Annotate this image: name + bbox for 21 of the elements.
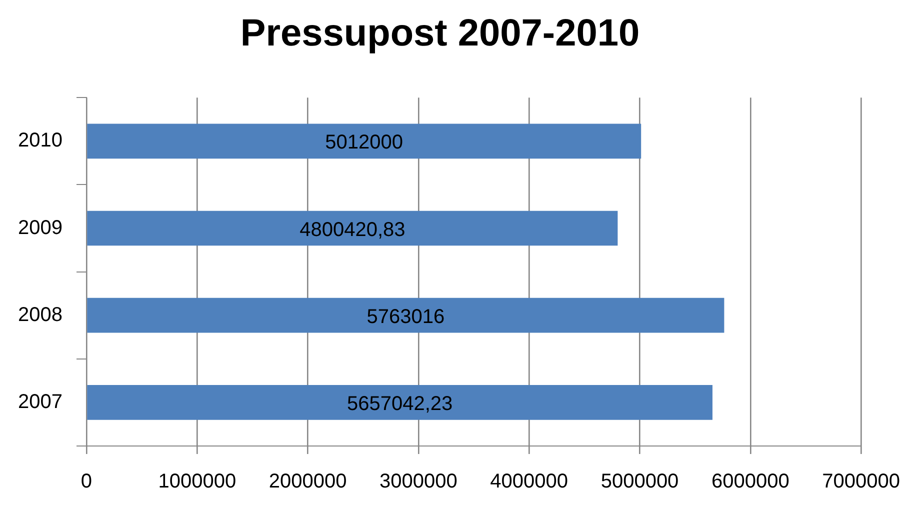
- bar: [87, 124, 642, 159]
- data-label: 5012000: [325, 132, 404, 154]
- data-label: 4800420,83: [300, 218, 406, 241]
- y-tick-label: 2007: [18, 390, 62, 413]
- x-tick-label: 1000000: [158, 470, 236, 493]
- x-tick-label: 4000000: [490, 470, 568, 493]
- x-tick-label: 3000000: [380, 470, 458, 493]
- x-tick-label: 6000000: [711, 470, 790, 493]
- bar: [87, 210, 618, 246]
- y-tick-label: 2009: [18, 216, 62, 239]
- bar: [87, 385, 712, 420]
- y-tick-label: 2008: [18, 304, 62, 326]
- x-tick-label: 5000000: [600, 470, 679, 493]
- x-tick-label: 7000000: [822, 470, 900, 493]
- x-tick-label: 0: [80, 470, 92, 493]
- y-tick-label: 2010: [18, 130, 62, 152]
- bar: [87, 298, 724, 333]
- data-label: 5657042,23: [346, 392, 453, 415]
- x-tick-label: 2000000: [268, 470, 347, 493]
- chart-title: Pressupost 2007-2010: [240, 12, 640, 54]
- data-label: 5763016: [366, 306, 445, 328]
